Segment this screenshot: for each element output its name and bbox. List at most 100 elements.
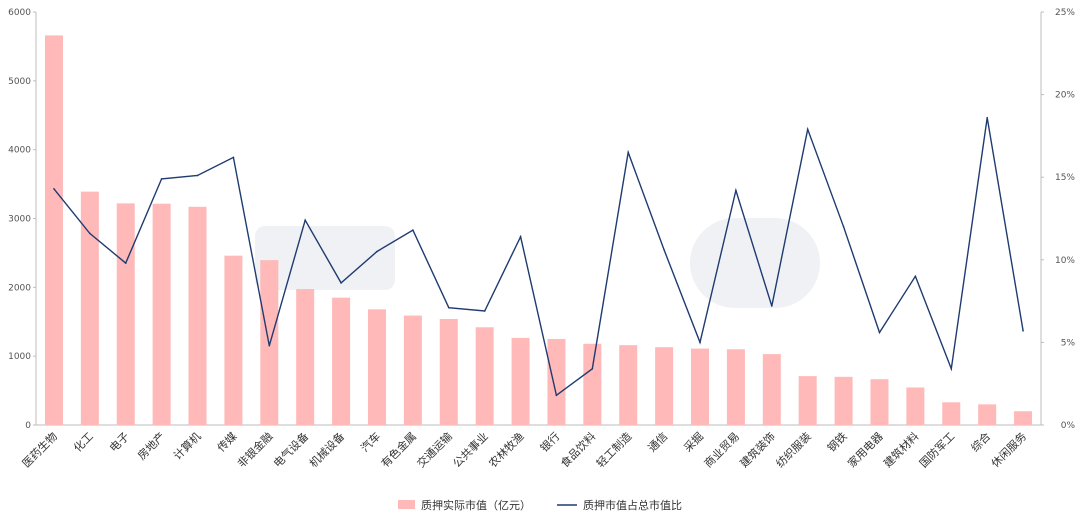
bar-家用电器 xyxy=(870,379,889,425)
ratio-line xyxy=(53,117,1024,397)
y-right-tick-label: 10% xyxy=(1055,256,1075,266)
bar-通信 xyxy=(655,347,674,425)
ratio-point-轻工制造 xyxy=(627,151,630,154)
y-right-tick-label: 20% xyxy=(1055,91,1075,101)
category-label: 医药生物 xyxy=(19,429,60,470)
category-label: 采掘 xyxy=(681,429,706,454)
bar-农林牧渔 xyxy=(511,337,530,425)
ratio-point-交通运输 xyxy=(447,306,450,309)
category-label: 农林牧渔 xyxy=(486,429,527,470)
ratio-point-休闲服务 xyxy=(1022,330,1024,332)
y-left-tick-label: 5000 xyxy=(8,77,31,87)
ratio-point-通信 xyxy=(663,249,665,251)
bar-有色金属 xyxy=(403,315,422,425)
ratio-point-纺织服装 xyxy=(806,128,809,131)
bar-电子 xyxy=(116,203,135,425)
bar-汽车 xyxy=(367,309,386,425)
y-right-tick-label: 5% xyxy=(1061,338,1076,348)
legend: 质押实际市值（亿元） 质押市值占总市值比 xyxy=(398,498,682,512)
category-label: 休闲服务 xyxy=(988,429,1029,470)
bar-建筑材料 xyxy=(906,387,925,425)
category-label: 建筑材料 xyxy=(880,429,921,470)
category-label: 传媒 xyxy=(215,430,240,455)
bar-房地产 xyxy=(152,203,171,425)
category-label: 非银金融 xyxy=(234,429,275,470)
ratio-point-计算机 xyxy=(196,174,199,177)
category-label: 纺织服装 xyxy=(773,429,814,470)
category-label: 有色金属 xyxy=(378,429,419,470)
y-right-tick-label: 25% xyxy=(1055,8,1075,18)
category-label: 交通运输 xyxy=(414,429,455,470)
ratio-point-传媒 xyxy=(232,156,235,159)
y-right-tick-label: 15% xyxy=(1055,173,1075,183)
bar-交通运输 xyxy=(439,318,458,425)
legend-line-label: 质押市值占总市值比 xyxy=(583,498,682,512)
category-label: 家用电器 xyxy=(845,429,886,470)
bar-纺织服装 xyxy=(798,376,817,425)
category-label: 化工 xyxy=(71,429,96,454)
legend-bar-swatch xyxy=(398,500,415,509)
y-left-tick-label: 3000 xyxy=(8,215,31,225)
bar-食品饮料 xyxy=(583,343,602,425)
category-label: 通信 xyxy=(645,430,670,455)
ratio-point-建筑材料 xyxy=(914,275,917,278)
category-label: 商业贸易 xyxy=(701,429,742,470)
category-label: 电子 xyxy=(107,430,132,455)
bar-商业贸易 xyxy=(726,349,745,425)
ratio-point-非银金融 xyxy=(268,344,271,347)
y-left-tick-label: 0 xyxy=(25,421,31,431)
bar-采掘 xyxy=(691,348,710,425)
y-left-tick-label: 4000 xyxy=(8,146,31,156)
category-label: 公共事业 xyxy=(450,430,490,470)
ratio-point-汽车 xyxy=(376,250,378,253)
bar-机械设备 xyxy=(332,297,351,425)
y-right-tick-label: 0% xyxy=(1061,421,1076,431)
ratio-point-食品饮料 xyxy=(591,368,594,370)
category-label: 建筑装饰 xyxy=(737,429,778,470)
ratio-point-公共事业 xyxy=(483,310,486,312)
category-label: 电气设备 xyxy=(270,429,311,470)
category-label: 银行 xyxy=(537,429,562,454)
category-label: 食品饮料 xyxy=(557,429,598,470)
ratio-point-农林牧渔 xyxy=(519,235,522,238)
ratio-point-钢铁 xyxy=(842,225,845,228)
y-left-tick-label: 6000 xyxy=(8,8,31,18)
category-label: 房地产 xyxy=(135,429,168,462)
bar-国防军工 xyxy=(942,402,961,425)
ratio-point-家用电器 xyxy=(878,331,881,334)
bar-化工 xyxy=(80,191,99,425)
ratio-point-国防军工 xyxy=(950,368,953,370)
category-label: 汽车 xyxy=(358,429,383,454)
category-label: 计算机 xyxy=(170,429,203,462)
bar-公共事业 xyxy=(475,327,494,425)
category-label: 轻工制造 xyxy=(593,429,634,470)
ratio-point-商业贸易 xyxy=(735,189,737,192)
watermark-logo xyxy=(255,218,820,308)
ratio-point-综合 xyxy=(986,116,988,119)
bar-计算机 xyxy=(188,206,207,425)
ratio-point-银行 xyxy=(555,394,558,397)
bar-传媒 xyxy=(224,255,243,425)
category-label: 综合 xyxy=(968,429,993,454)
bar-钢铁 xyxy=(834,376,853,425)
category-label: 钢铁 xyxy=(825,430,850,455)
bar-建筑装饰 xyxy=(762,354,781,425)
bar-医药生物 xyxy=(44,35,63,426)
y-left-tick-label: 1000 xyxy=(8,352,31,362)
ratio-point-建筑装饰 xyxy=(771,305,773,307)
ratio-point-医药生物 xyxy=(53,187,55,190)
ratio-point-房地产 xyxy=(160,178,163,180)
category-label: 机械设备 xyxy=(306,429,347,470)
bar-轻工制造 xyxy=(619,345,638,425)
ratio-point-电气设备 xyxy=(304,219,306,221)
legend-bar-label: 质押实际市值（亿元） xyxy=(421,498,531,512)
ratio-point-机械设备 xyxy=(340,282,342,284)
ratio-point-电子 xyxy=(124,262,127,264)
ratio-point-化工 xyxy=(89,232,91,235)
bar-综合 xyxy=(978,404,997,425)
bar-休闲服务 xyxy=(1014,411,1033,425)
ratio-point-采掘 xyxy=(699,341,701,344)
y-left-tick-label: 2000 xyxy=(8,283,31,293)
bar-银行 xyxy=(547,338,566,425)
